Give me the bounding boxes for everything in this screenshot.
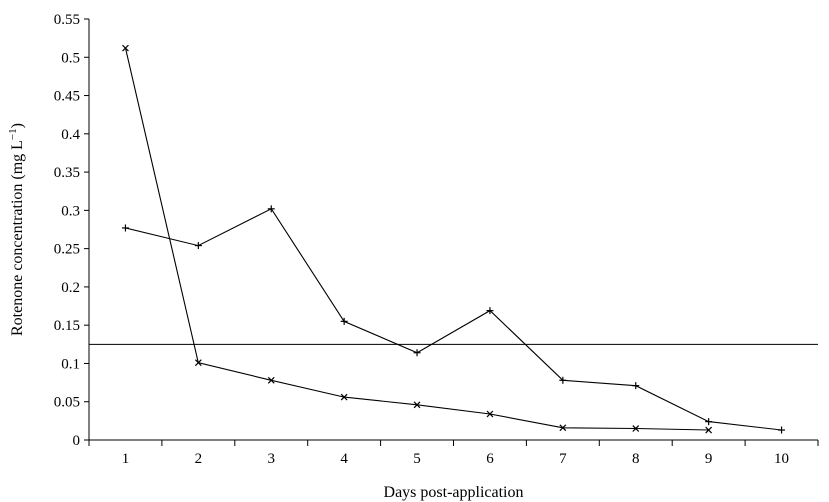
y-tick-label: 0.15 <box>54 318 80 334</box>
plus-marker <box>340 317 348 325</box>
marker-stroke <box>340 393 348 401</box>
x-tick-label: 1 <box>122 451 130 467</box>
y-tick-label: 0.05 <box>54 395 80 411</box>
marker-stroke <box>413 401 421 409</box>
x-tick-label: 8 <box>632 451 640 467</box>
y-tick-label: 0 <box>73 433 81 449</box>
cross-marker <box>486 410 494 418</box>
cross-marker <box>559 424 567 432</box>
marker-stroke <box>122 44 129 52</box>
plus-marker <box>267 205 275 213</box>
plus-marker <box>486 307 494 315</box>
y-tick-label: 0.5 <box>61 50 80 66</box>
marker-stroke <box>559 424 567 432</box>
plus-marker <box>705 418 713 426</box>
plus-marker <box>559 376 567 384</box>
plus-marker <box>194 242 202 250</box>
marker-stroke <box>632 425 640 432</box>
series-1 <box>121 205 786 434</box>
plus-marker <box>121 224 129 232</box>
series-line <box>125 208 782 431</box>
y-axis-title-main: Rotenone concentration (mg L <box>9 140 26 336</box>
x-tick-label: 3 <box>268 451 276 467</box>
y-tick-label: 0.25 <box>54 242 80 258</box>
y-axis-title-suffix: ) <box>9 123 26 128</box>
plus-marker <box>632 382 640 390</box>
x-tick-label: 2 <box>195 451 203 467</box>
y-tick-label: 0.2 <box>61 280 80 296</box>
y-tick-label: 0.3 <box>61 203 80 219</box>
x-tick-label: 10 <box>774 451 789 467</box>
x-tick-label: 6 <box>486 451 494 467</box>
plus-marker <box>778 426 786 434</box>
x-tick-label: 4 <box>340 451 348 467</box>
x-tick-label: 7 <box>559 451 567 467</box>
y-tick-label: 0.55 <box>54 12 80 28</box>
cross-marker <box>340 393 348 401</box>
cross-marker <box>194 359 202 367</box>
x-tick-label: 9 <box>705 451 713 467</box>
marker-stroke <box>486 410 494 418</box>
series-2 <box>122 44 713 434</box>
y-tick-label: 0.45 <box>54 89 80 105</box>
x-axis-title: Days post-application <box>384 484 524 501</box>
x-axis: 1 2 3 4 5 6 7 8 9 10 <box>88 439 819 467</box>
cross-marker <box>413 401 421 409</box>
plus-marker <box>413 349 421 357</box>
y-axis-title-superscript: −1 <box>7 128 19 140</box>
y-axis: 0 0.05 0.1 0.15 0.2 0.25 0.3 0.35 0.4 0.45 0.5 0.55 <box>54 12 90 449</box>
cross-marker <box>267 376 275 384</box>
y-tick-label: 0.1 <box>61 356 80 372</box>
series-layer <box>121 44 786 434</box>
cross-marker <box>122 44 129 52</box>
y-tick-label: 0.35 <box>54 165 80 181</box>
marker-stroke <box>194 359 202 367</box>
cross-marker <box>705 426 713 434</box>
x-tick-label: 5 <box>413 451 421 467</box>
marker-stroke <box>267 376 275 384</box>
cross-marker <box>632 425 640 432</box>
y-tick-label: 0.4 <box>61 127 80 143</box>
series-line <box>124 47 709 431</box>
y-axis-title: Rotenone concentration (mg L−1) <box>7 123 26 336</box>
marker-stroke <box>705 426 713 434</box>
